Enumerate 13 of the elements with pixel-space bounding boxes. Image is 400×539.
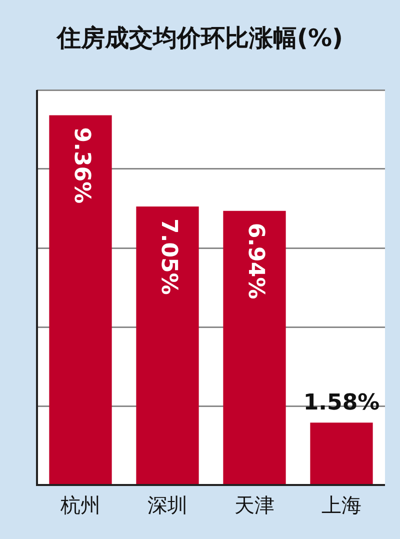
data-label: 6.94% — [242, 222, 268, 300]
x-tick-label: 上海 — [322, 493, 362, 518]
data-label: 9.36% — [68, 127, 94, 204]
bar — [49, 115, 112, 484]
bar — [223, 210, 286, 484]
data-label: 1.58% — [303, 390, 380, 416]
x-tick-label: 天津 — [234, 493, 274, 518]
chart-title: 住房成交均价环比涨幅(%) — [55, 23, 344, 54]
x-tick-label: 杭州 — [60, 493, 100, 518]
x-tick-label: 深圳 — [148, 493, 188, 518]
bar — [136, 206, 199, 484]
data-label: 7.05% — [156, 218, 181, 295]
bar — [310, 422, 373, 484]
